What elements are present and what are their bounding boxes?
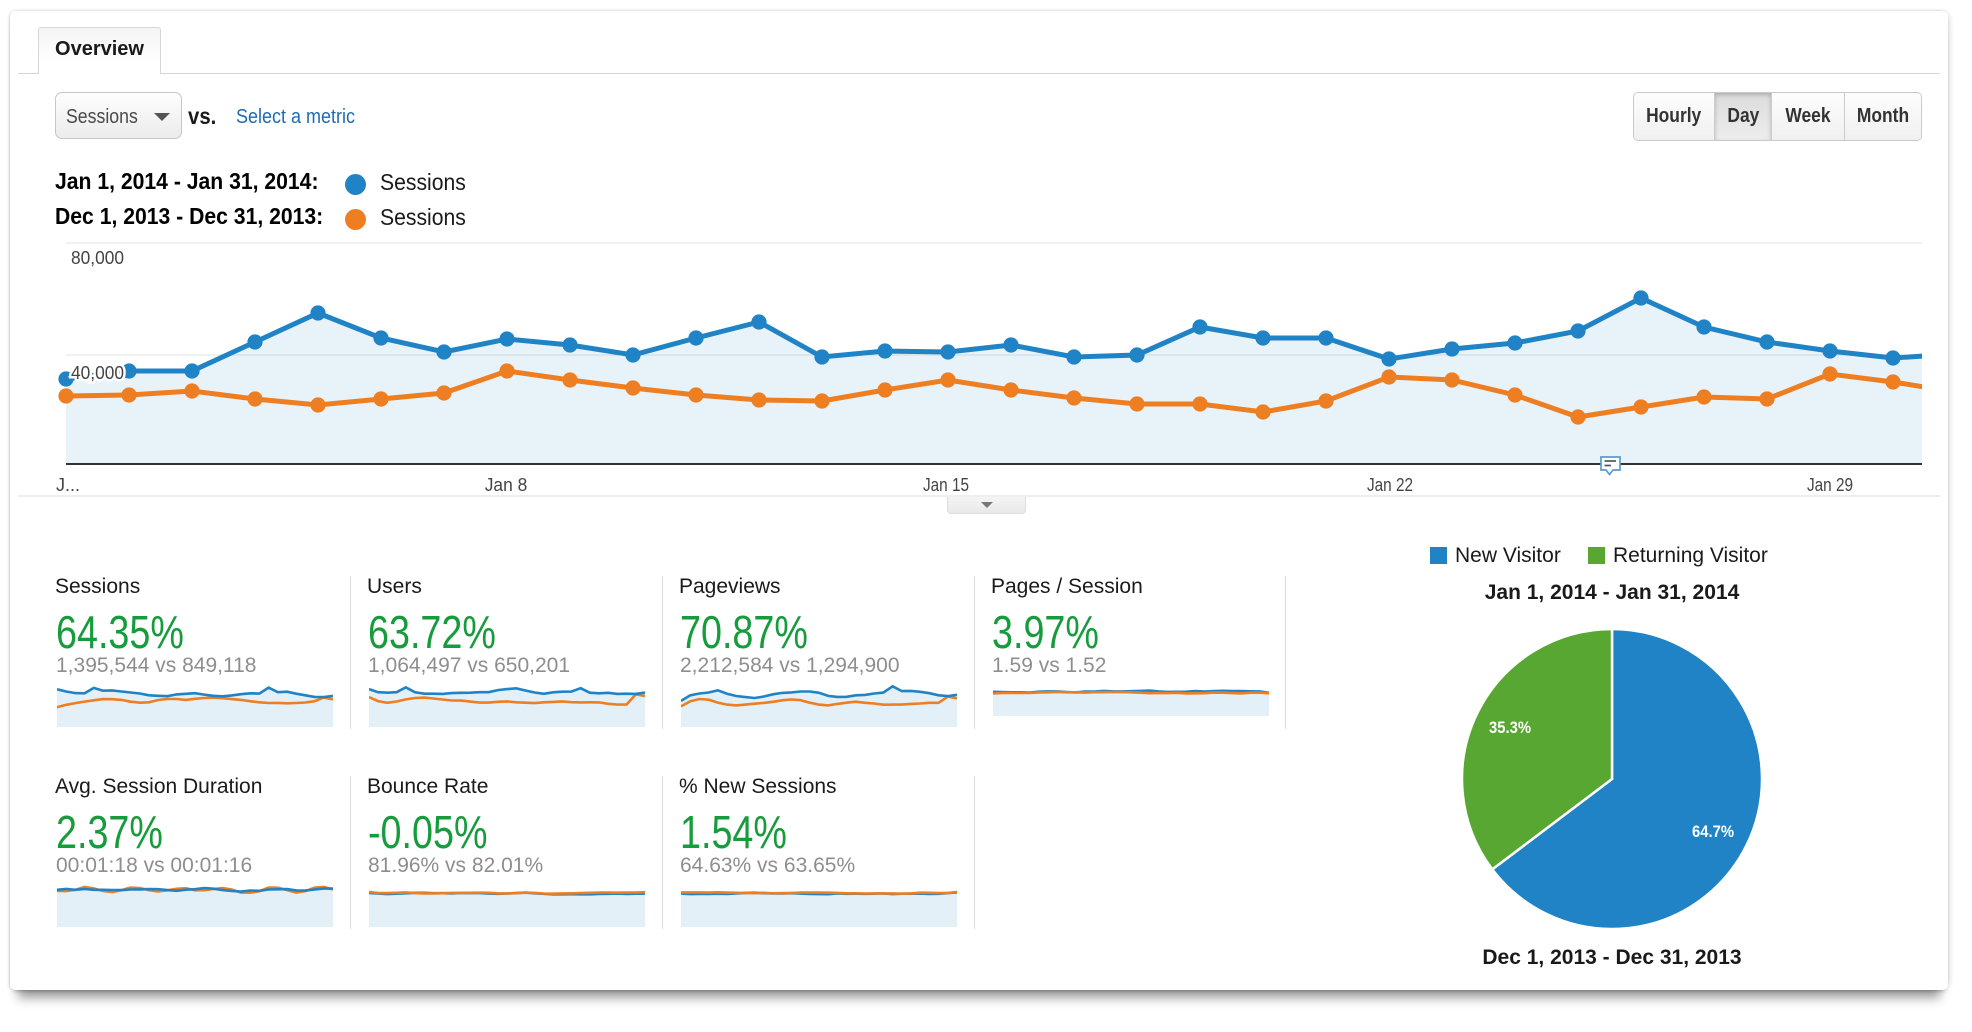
svg-text:64.7%: 64.7% — [1692, 823, 1734, 841]
svg-text:Jan 29: Jan 29 — [1807, 475, 1853, 495]
svg-text:Jan 22: Jan 22 — [1367, 475, 1413, 495]
svg-text:J...: J... — [56, 475, 80, 495]
svg-text:Jan 8: Jan 8 — [485, 475, 528, 495]
svg-text:Jan 15: Jan 15 — [923, 475, 969, 495]
svg-text:40,000: 40,000 — [71, 363, 124, 383]
svg-text:80,000: 80,000 — [71, 248, 124, 268]
svg-text:35.3%: 35.3% — [1489, 719, 1531, 737]
